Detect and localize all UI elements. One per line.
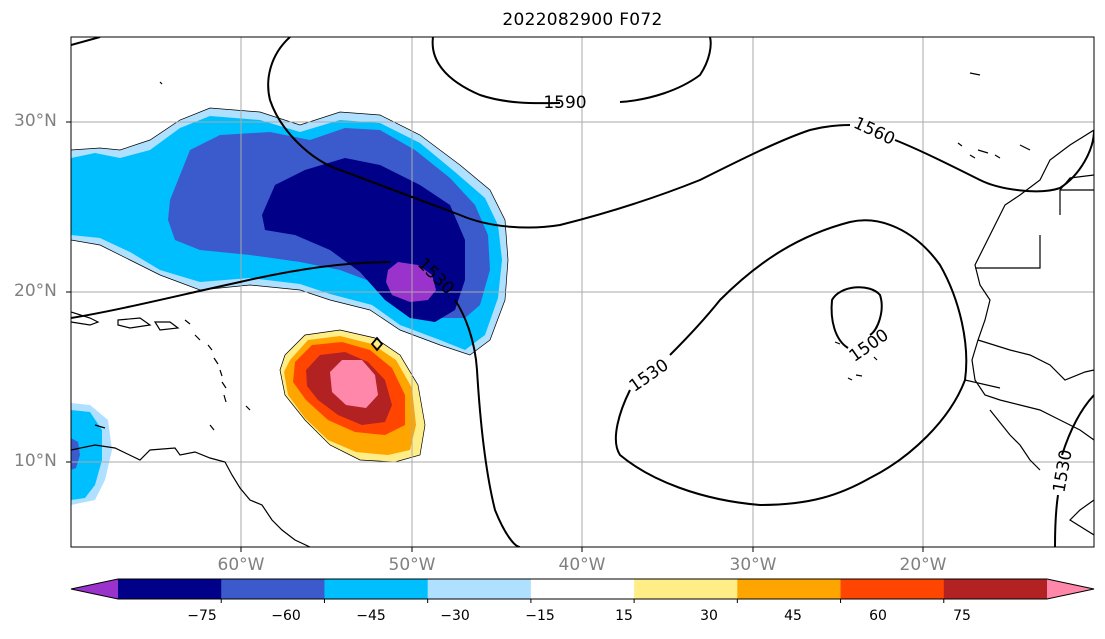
negative-anomaly-region-west xyxy=(71,403,112,505)
contour-label-1560: 1560 xyxy=(850,113,898,149)
colorbar xyxy=(70,578,1095,603)
colorbar-cell xyxy=(840,579,945,599)
contour-label-1500: 1500 xyxy=(846,325,893,366)
colorbar-cell xyxy=(943,579,1048,599)
contour-label-1590: 1590 xyxy=(543,93,586,113)
colorbar-tick-label: 30 xyxy=(700,608,718,624)
colorbar-tick-label: −15 xyxy=(525,608,555,624)
lat-label-20n: 20°N xyxy=(14,281,57,301)
colorbar-cell xyxy=(71,579,118,599)
storm-marker-icon xyxy=(370,336,384,352)
map-title: 2022082900 F072 xyxy=(502,10,663,30)
colorbar-tick-label: 60 xyxy=(869,608,887,624)
colorbar-cell xyxy=(427,579,532,599)
colorbar-tick-label: −30 xyxy=(440,608,470,624)
contour-label-1530-east: 1530 xyxy=(626,355,673,396)
colorbar-cell xyxy=(634,579,738,599)
colorbar-cell xyxy=(221,579,325,599)
colorbar-cell xyxy=(118,579,222,599)
lon-label-30w: 30°W xyxy=(729,555,777,575)
colorbar-tick-label: −60 xyxy=(271,608,301,624)
lon-label-60w: 60°W xyxy=(217,555,265,575)
lon-label-40w: 40°W xyxy=(558,555,606,575)
gridlines xyxy=(71,37,1094,547)
lat-label-10n: 10°N xyxy=(14,451,57,471)
height-contours xyxy=(71,37,1094,547)
contour-label-1530-africa: 1530 xyxy=(1049,448,1076,494)
colorbar-tick-label: 75 xyxy=(953,608,971,624)
colorbar-cell xyxy=(1047,579,1094,599)
colorbar-tick-label: 15 xyxy=(615,608,633,624)
colorbar-tick-label: −75 xyxy=(187,608,217,624)
coastlines xyxy=(71,72,1094,547)
colorbar-cell xyxy=(324,579,429,599)
lat-label-30n: 30°N xyxy=(14,111,57,131)
positive-anomaly-region xyxy=(280,330,425,462)
colorbar-cell xyxy=(530,579,635,599)
lon-label-20w: 20°W xyxy=(899,555,947,575)
colorbar-tick-label: −45 xyxy=(356,608,386,624)
lon-label-50w: 50°W xyxy=(388,555,436,575)
colorbar-tick-label: 45 xyxy=(784,608,802,624)
colorbar-cell xyxy=(737,579,842,599)
